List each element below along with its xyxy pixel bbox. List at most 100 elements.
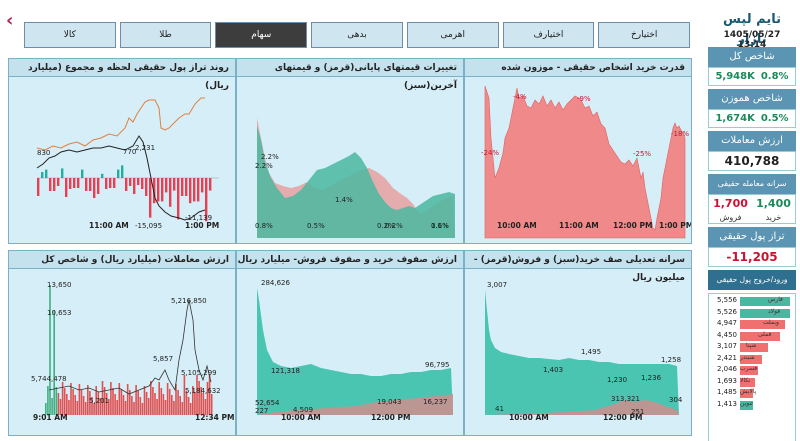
flow-bar	[169, 178, 172, 207]
x-tick: 11:00 AM	[89, 221, 129, 230]
flow-bar	[121, 165, 124, 178]
inout-list: 5,556 فارس 5,526 فولاد 4,947 وبملت 4,450 فملی 3,…	[708, 293, 796, 441]
flow-bar	[133, 178, 136, 194]
buy-queue-area	[485, 290, 679, 415]
panel-title: ارزش صفوف خرید و صفوف فروش- میلیارد ریال	[237, 251, 463, 269]
trade-bar	[49, 285, 51, 415]
inout-row: 2,046 فسرب	[711, 365, 793, 377]
inout-value: 3,107	[716, 342, 737, 350]
trade-bar	[61, 382, 64, 415]
flow-bar	[125, 178, 128, 191]
back-arrow-icon[interactable]: ‹	[6, 10, 14, 31]
inout-value: 1,413	[716, 399, 737, 408]
x-tick: 9:01 AM	[33, 413, 68, 422]
flow-bar	[117, 169, 120, 178]
x-tick: 10:00 AM	[281, 413, 321, 422]
flow-bar	[181, 178, 184, 196]
chart-queue-value: 284,626 121,318 96,795 52,654 227 4,509 …	[255, 279, 453, 422]
trade-bar	[171, 395, 173, 415]
flow-bar	[93, 178, 96, 198]
inout-bar	[740, 320, 785, 329]
trade-bar	[124, 401, 127, 415]
inout-name: فولاد	[768, 307, 781, 315]
tab-put-options[interactable]: اختیارف	[502, 22, 595, 48]
inout-row: 5,526 فولاد	[711, 308, 793, 320]
trade-bar	[108, 399, 110, 415]
trade-bar	[95, 386, 97, 415]
inout-bar	[740, 331, 780, 341]
flow-bar	[173, 178, 176, 191]
annotation: 2.2%	[255, 162, 273, 170]
flow-bar	[89, 178, 92, 191]
per-capita-box: 1,700 فروش 1,400 خرید	[708, 194, 796, 224]
flow-bar	[177, 178, 180, 220]
panel-money-flow: روند تراز پول حقیقی لحظه و مجموع (میلیار…	[8, 58, 236, 244]
panel-title: سرانه تعدیلی صف خرید(سبز) و فروش(قرمز) -…	[465, 251, 691, 283]
trade-bar	[116, 400, 118, 415]
inout-row: 1,485 پالایش	[711, 388, 793, 400]
annotation: 0.2%	[385, 222, 403, 230]
trade-bar	[150, 381, 152, 415]
annotation: -15,095	[135, 222, 162, 230]
inout-name: وبملت	[763, 319, 779, 326]
trade-bar	[137, 391, 139, 415]
per-capita-buy-value: 1,400	[756, 197, 791, 210]
trade-bar	[158, 382, 160, 415]
inout-name: فسرب	[740, 365, 758, 372]
index-equal-percent: 0.5%	[760, 113, 789, 124]
annotation: 16,237	[423, 398, 448, 406]
trade-bar	[59, 399, 62, 415]
trade-bars	[45, 285, 213, 415]
panel-title: ارزش معاملات (میلیارد ریال) و شاخص کل	[9, 251, 235, 269]
flow-bar	[65, 178, 68, 197]
sell-queue-value-area	[257, 394, 453, 415]
trade-bar	[177, 390, 179, 415]
annotation: -4%	[513, 93, 527, 101]
trade-bar	[91, 397, 93, 415]
per-capita-buy: 1,400 خرید	[752, 195, 795, 223]
inout-row: 1,693 نکالا	[711, 377, 793, 389]
annotation: 5,857	[153, 355, 173, 363]
trade-bar	[55, 387, 58, 415]
tab-leveraged[interactable]: اهرمی	[406, 22, 499, 48]
inout-bar	[740, 377, 755, 387]
trade-bar	[70, 383, 72, 415]
money-flow-header: تراز پول حقیقی	[708, 227, 796, 247]
tab-gold[interactable]: طلا	[119, 22, 212, 48]
tab-commodity[interactable]: کالا	[24, 22, 116, 48]
tab-debt[interactable]: بدهی	[311, 22, 403, 48]
inout-value: 4,450	[716, 330, 737, 339]
trade-bar	[112, 388, 114, 415]
x-tick: 10:00 AM	[509, 413, 549, 422]
trade-bar	[162, 394, 165, 415]
inout-row: 5,556 فارس	[711, 296, 793, 308]
inout-bar	[740, 354, 762, 364]
annotation: 13,650	[47, 281, 72, 289]
trade-bar	[187, 397, 190, 415]
inout-bar	[740, 343, 768, 352]
panel-queue-per-capita: سرانه تعدیلی صف خرید(سبز) و فروش(قرمز) -…	[464, 250, 692, 436]
annotation: 1,258	[661, 356, 681, 364]
annotation: 5,201	[89, 397, 109, 405]
flow-bar	[197, 178, 200, 202]
tab-call-options[interactable]: اختیارخ	[598, 22, 691, 48]
annotation: 0.5%	[307, 222, 325, 230]
trade-bar	[202, 393, 205, 415]
trade-bar	[143, 386, 146, 415]
trade-bar	[135, 385, 137, 415]
inout-bar	[740, 366, 758, 375]
flow-bars	[37, 165, 212, 222]
panel-queue-value: ارزش صفوف خرید و صفوف فروش- میلیارد ریال…	[236, 250, 464, 436]
flow-bar	[149, 178, 152, 218]
trade-bar	[63, 388, 66, 415]
tab-stocks[interactable]: سهام	[215, 22, 308, 48]
flow-bar	[129, 178, 132, 186]
trade-bar	[89, 391, 91, 415]
x-tick: 12:00 PM	[603, 413, 642, 422]
annotation: 4,509	[293, 406, 313, 414]
flow-bar	[77, 178, 80, 188]
panel-title: تغییرات قیمتهای پایانی(قرمز) و قیمتهای آ…	[237, 59, 463, 91]
trade-bar	[185, 391, 188, 415]
annotation: 5,216,850	[171, 297, 207, 305]
inout-header: ورود/خروج پول حقیقی	[708, 270, 796, 290]
